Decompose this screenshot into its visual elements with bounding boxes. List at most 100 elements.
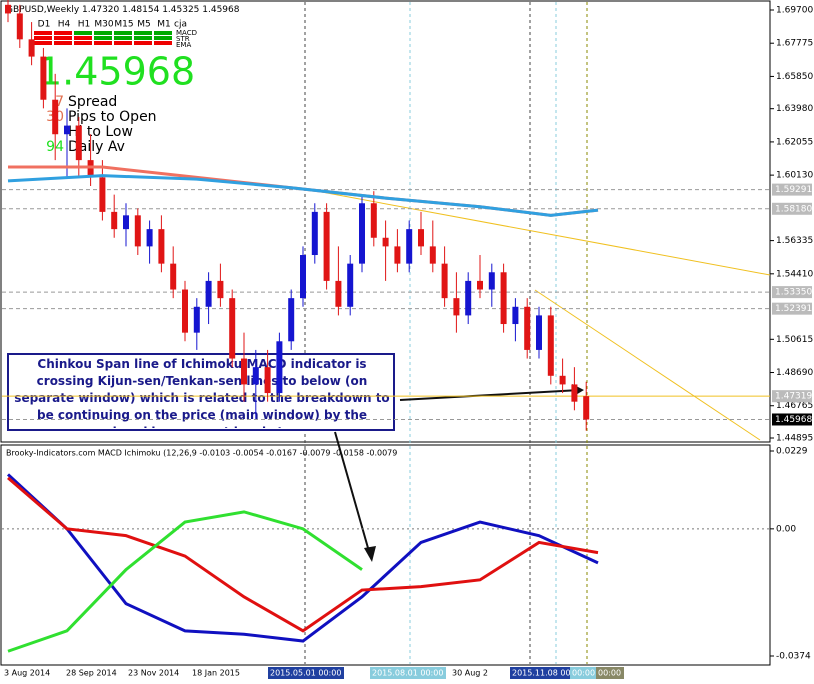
date-box [370,667,446,679]
stat-label: Spread [68,94,117,110]
signal-cell [134,36,152,40]
x-tick-label: 3 Aug 2014 [4,669,50,678]
candle-body [335,280,342,307]
candle-body [500,272,507,325]
x-tick-label: 2015.05.01 00:00 [270,669,341,678]
candle-body [229,298,236,359]
candle-body [571,384,578,402]
candle-body [559,375,566,385]
signal-cell [154,36,172,40]
y-tick-label: 1.69700 [776,6,813,16]
y-tick-label: 1.54410 [776,269,813,279]
y-tick-label: 1.48690 [776,368,813,378]
signal-cell [34,31,52,35]
signal-cell [54,41,72,45]
candle-body [134,215,141,247]
signal-cell [154,41,172,45]
candle-body [217,280,224,299]
tag: cja [174,20,187,30]
info-panel: D1H4H1M30M15M5M1cjaMACDSTREMA7Spread30Pi… [34,20,197,155]
row-label: STR [176,35,190,43]
candle-body [583,396,590,420]
candle-body [205,280,212,307]
signal-cell [54,31,72,35]
candle-body [347,263,354,307]
candle-body [300,255,306,299]
candle-body [252,367,259,385]
signal-cell [74,41,92,45]
header: GBPUSD,Weekly 1.47320 1.48154 1.45325 1.… [6,5,240,15]
level-box [772,302,812,315]
timeframe: M5 [137,20,151,30]
x-tick-label: 28 Sep 2014 [66,669,117,678]
big-price: 1.45968 [38,50,195,94]
candle-body [547,315,554,376]
trend-line [534,289,761,441]
annotation: Chinkou Span line of Ichimoku MACD indic… [14,357,390,428]
candle-body [465,280,472,316]
candle-body [382,237,389,247]
x-tick-label: 18 Jan 2015 [192,669,240,678]
series-line [7,174,599,217]
main-window [0,0,771,443]
signal-cell [34,36,52,40]
candle-body [111,211,118,230]
x-tick-label: 2015.11.08 00:00 [512,669,583,678]
candle-body [16,13,23,40]
symbol: GBPUSD,Weekly [6,5,80,15]
y-tick-label: 1.67775 [776,39,813,49]
signal-cell [74,31,92,35]
signal-cell [94,31,112,35]
date-box [510,667,586,679]
y-tick-label: 1.44895 [776,434,813,444]
signal-cell [114,41,132,45]
candle-body [536,315,542,350]
level-label: 1.58180 [775,204,812,214]
y-tick-label: 1.50615 [776,335,813,345]
candle-body [52,99,59,135]
series-line [6,473,599,643]
y-tick-label: 1.65850 [776,72,813,82]
signal-cell [154,31,172,35]
y-tick-label: 1.60130 [776,171,813,181]
level-label: 1.52391 [775,304,812,314]
stat-label: Daily Av [68,139,125,155]
series-line [7,510,363,653]
timeframe: M30 [94,20,113,30]
indicator-window [0,444,771,666]
date-box [570,667,598,679]
level-box [772,286,812,299]
level-box [772,183,812,196]
candle-body [28,39,35,57]
annotation-wrap: Chinkou Span line of Ichimoku MACD indic… [14,357,390,428]
y-tick-label: 1.56335 [776,236,813,246]
candle-body [429,246,436,264]
candle-body [524,306,531,350]
annotation-box [7,353,395,431]
candle-body [146,229,153,247]
signal-cell [34,41,52,45]
y-tick-label: 0.0229 [776,447,808,457]
stat-label: Pips to Open [68,109,157,125]
timeframe: M1 [157,20,171,30]
level-label: 1.45968 [775,415,812,425]
y-tick-label: 1.62055 [776,137,813,147]
series-line [7,476,599,633]
ohlc: 1.47320 1.48154 1.45325 1.45968 [82,5,240,15]
candle-body [158,229,165,264]
candle-body [75,125,82,161]
candle-body [323,211,330,281]
signal-cell [134,31,152,35]
date-box [596,667,624,679]
candle-body [512,306,519,325]
candle-body [99,177,106,212]
level-label: 1.53350 [775,288,812,298]
timeframe: H1 [78,20,91,30]
timeframe: D1 [38,20,51,30]
candle-body [40,56,47,100]
timeframe: H4 [58,20,71,30]
candle-body [241,358,247,385]
candle-body [406,229,413,264]
candle-body [170,263,177,290]
